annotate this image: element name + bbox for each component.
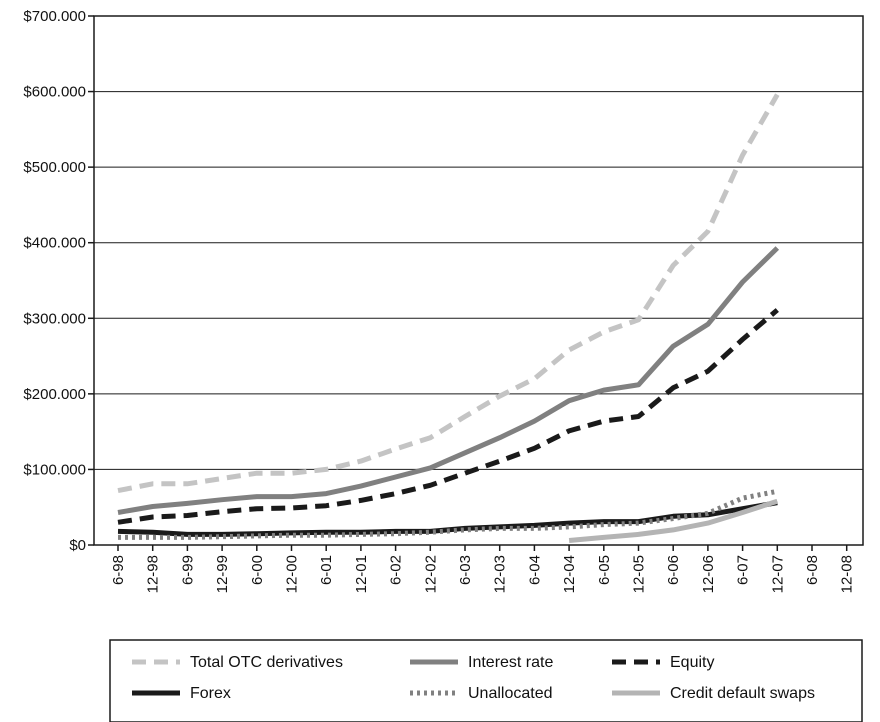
legend-box xyxy=(109,639,863,722)
legend-label-total-otc-derivatives: Total OTC derivatives xyxy=(190,654,343,671)
x-tick-label: 6-02 xyxy=(388,555,405,585)
legend-label-equity: Equity xyxy=(670,654,714,671)
x-tick-label: 6-06 xyxy=(665,555,682,585)
legend-label-unallocated: Unallocated xyxy=(468,685,553,702)
legend-label-forex: Forex xyxy=(190,685,231,702)
x-tick-label: 12-05 xyxy=(631,555,648,593)
x-tick-label: 12-01 xyxy=(353,555,370,593)
x-tick-label: 6-98 xyxy=(110,555,127,585)
y-tick-label: $400.000 xyxy=(23,235,86,252)
series-line-unallocated xyxy=(118,488,778,540)
legend-label-credit-default-swaps: Credit default swaps xyxy=(670,685,815,702)
plot-frame xyxy=(93,15,864,546)
x-tick-label: 12-02 xyxy=(422,555,439,593)
y-tick-label: $100.000 xyxy=(23,461,86,478)
x-tick-label: 12-06 xyxy=(700,555,717,593)
x-tick-label: 12-03 xyxy=(492,555,509,593)
x-tick-label: 12-07 xyxy=(769,555,786,593)
x-tick-label: 6-00 xyxy=(249,555,266,585)
x-tick-label: 12-04 xyxy=(561,555,578,593)
x-tick-label: 6-05 xyxy=(596,555,613,585)
x-tick-label: 6-04 xyxy=(526,555,543,585)
x-tick-label: 12-08 xyxy=(839,555,856,593)
y-tick-label: $600.000 xyxy=(23,84,86,101)
x-tick-label: 6-03 xyxy=(457,555,474,585)
x-tick-label: 6-07 xyxy=(735,555,752,585)
x-tick-label: 12-00 xyxy=(284,555,301,593)
x-tick-label: 6-08 xyxy=(804,555,821,585)
series-line-credit-default-swaps xyxy=(568,498,779,543)
x-tick-label: 12-98 xyxy=(145,555,162,593)
series-line-total-otc-derivatives xyxy=(117,93,780,494)
y-tick-label: $200.000 xyxy=(23,386,86,403)
x-tick-label: 6-99 xyxy=(179,555,196,585)
y-tick-label: $700.000 xyxy=(23,8,86,25)
x-tick-label: 12-99 xyxy=(214,555,231,593)
x-tick-label: 6-01 xyxy=(318,555,335,585)
y-tick-label: $300.000 xyxy=(23,310,86,327)
y-tick-label: $0 xyxy=(69,537,86,554)
legend-label-interest-rate: Interest rate xyxy=(468,654,553,671)
series-line-equity xyxy=(117,308,779,525)
series-line-interest-rate xyxy=(117,246,780,515)
y-tick-label: $500.000 xyxy=(23,159,86,176)
